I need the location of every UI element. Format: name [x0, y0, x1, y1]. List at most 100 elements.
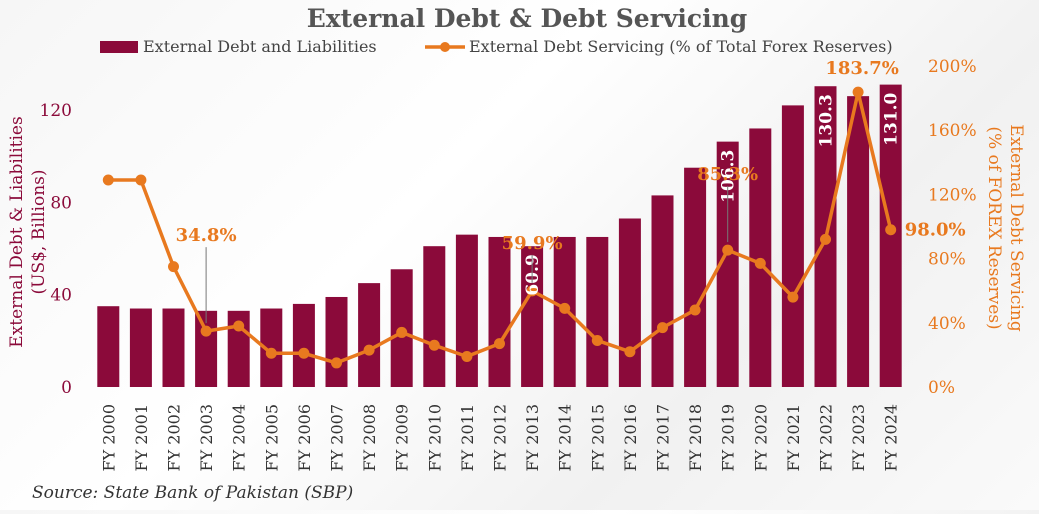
servicing-point: [233, 320, 245, 332]
debt-bar: [586, 236, 609, 387]
debt-bar: [847, 96, 870, 388]
bar-value-label: 131.0: [882, 92, 902, 145]
x-tick-label: FY 2006: [295, 404, 314, 471]
debt-bar: [684, 167, 707, 387]
x-tick-label: FY 2023: [849, 404, 868, 471]
debt-bar: [749, 128, 772, 387]
y-right-tick-label: 200%: [928, 57, 977, 77]
servicing-point: [591, 334, 603, 346]
debt-bar: [781, 105, 804, 387]
x-tick-label: FY 2020: [751, 404, 770, 471]
y-right-tick-label: 120%: [928, 185, 977, 205]
x-tick-label: FY 2019: [719, 404, 738, 471]
bar-value-label: 106.3: [719, 150, 739, 203]
servicing-point: [102, 174, 114, 186]
y-left-tick-label: 40: [50, 286, 72, 306]
legend-bar-swatch: [100, 41, 138, 53]
x-tick-label: FY 2003: [197, 404, 216, 471]
legend-line-marker: [440, 42, 450, 52]
line-value-label: 98.0%: [905, 220, 966, 241]
servicing-point: [885, 224, 897, 236]
x-tick-label: FY 2014: [556, 404, 575, 471]
x-tick-label: FY 2018: [686, 404, 705, 471]
chart-title: External Debt & Debt Servicing: [307, 4, 748, 33]
servicing-point: [298, 347, 310, 359]
x-tick-label: FY 2024: [882, 404, 901, 471]
legend-line-label: External Debt Servicing (% of Total Fore…: [469, 37, 893, 56]
line-value-label: 183.7%: [825, 58, 898, 79]
x-tick-label: FY 2021: [784, 404, 803, 471]
bar-value-label: 60.9: [523, 254, 543, 295]
debt-bar: [260, 308, 283, 387]
servicing-point: [754, 257, 766, 269]
y-right-tick-label: 160%: [928, 121, 977, 141]
line-value-label: 85.3%: [697, 164, 758, 185]
x-tick-label: FY 2015: [588, 404, 607, 471]
x-tick-label: FY 2009: [393, 404, 412, 471]
servicing-point: [265, 347, 277, 359]
debt-bar: [97, 306, 120, 387]
x-tick-label: FY 2013: [523, 404, 542, 471]
y-left-tick-label: 80: [50, 193, 72, 213]
x-tick-label: FY 2004: [230, 404, 249, 471]
x-tick-label: FY 2005: [262, 404, 281, 471]
x-tick-label: FY 2012: [491, 404, 510, 471]
debt-bar: [292, 303, 315, 387]
servicing-point: [852, 86, 864, 98]
bar-value-label: 130.3: [817, 94, 837, 147]
debt-bar: [358, 283, 381, 387]
x-tick-label: FY 2010: [425, 404, 444, 471]
servicing-point: [363, 344, 375, 356]
legend: External Debt and Liabilities External D…: [100, 37, 893, 56]
servicing-point: [624, 346, 636, 358]
x-tick-label: FY 2022: [817, 404, 836, 471]
y-left-label-line2: (US$, Billions): [29, 169, 49, 294]
y-left-tick-label: 120: [40, 101, 72, 121]
servicing-point: [428, 339, 440, 351]
debt-bar: [521, 246, 544, 387]
debt-bar: [455, 234, 478, 387]
debt-bar: [129, 308, 152, 387]
debt-bar: [618, 218, 641, 387]
servicing-point: [494, 338, 505, 350]
debt-bar: [651, 195, 674, 387]
servicing-point: [657, 322, 668, 334]
debt-bar: [162, 308, 185, 387]
servicing-point: [526, 285, 538, 297]
debt-bar: [423, 246, 446, 387]
y-left-tick-label: 0: [61, 378, 72, 398]
x-tick-label: FY 2017: [654, 404, 673, 471]
y-right-label-line1: External Debt Servicing: [1006, 124, 1026, 332]
x-tick-label: FY 2001: [132, 404, 151, 471]
x-tick-label: FY 2008: [360, 404, 379, 471]
servicing-point: [722, 244, 734, 256]
servicing-point: [200, 325, 212, 337]
y-right-tick-label: 40%: [928, 314, 966, 334]
line-value-label: 34.8%: [176, 225, 237, 246]
servicing-point: [331, 357, 342, 369]
y-right-tick-label: 80%: [928, 250, 966, 270]
debt-bar: [488, 236, 511, 387]
servicing-point: [135, 174, 147, 186]
servicing-point: [689, 304, 701, 316]
x-tick-label: FY 2016: [621, 404, 640, 471]
servicing-point: [787, 291, 799, 303]
plot-area: 0 40 80 120 0% 40% 80% 120% 160% 200% FY 2000 FY 20…: [40, 57, 977, 471]
x-tick-label: FY 2000: [99, 404, 118, 471]
y-right-label-line2: (% of FOREX Reserves): [984, 126, 1004, 329]
legend-bar-label: External Debt and Liabilities: [143, 37, 377, 56]
x-tick-label: FY 2007: [328, 404, 347, 471]
debt-bar: [716, 141, 739, 387]
servicing-point: [820, 233, 831, 245]
line-value-label: 59.9%: [502, 233, 563, 254]
debt-bar: [325, 296, 348, 387]
servicing-point: [168, 261, 179, 273]
servicing-point: [461, 351, 473, 363]
source-note: Source: State Bank of Pakistan (SBP): [32, 483, 353, 503]
servicing-point: [396, 326, 408, 338]
debt-bar: [879, 84, 902, 387]
x-tick-label: FY 2002: [165, 404, 184, 471]
x-tick-label: FY 2011: [458, 404, 477, 471]
